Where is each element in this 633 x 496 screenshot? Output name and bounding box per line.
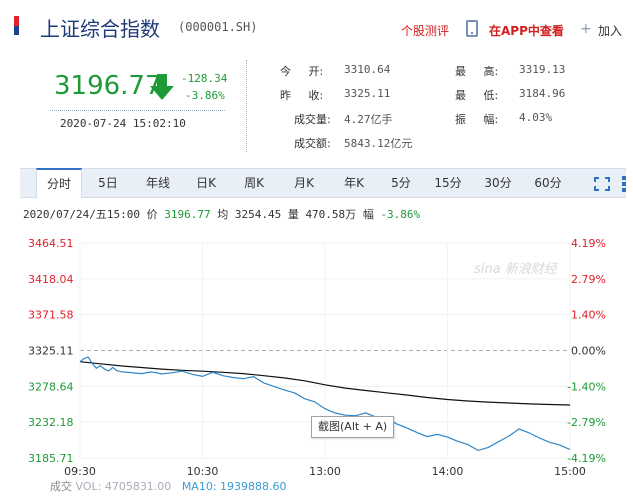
tab-5-day[interactable]: 5日: [98, 176, 118, 190]
info-vol-value: 470.58万: [305, 208, 357, 221]
stat-volume-value: 4.27亿手: [344, 113, 393, 126]
down-arrow-icon: [150, 74, 174, 100]
x-tick-label: 15:00: [554, 465, 586, 478]
y-tick-right: 4.19%: [571, 237, 606, 250]
y-tick-right: -4.19%: [567, 452, 606, 465]
stat-amplitude-label: 振 幅:: [455, 113, 499, 126]
stat-low-label: 最 低:: [455, 89, 499, 102]
y-tick-right: 2.79%: [571, 273, 606, 286]
info-amp-value: -3.86%: [380, 208, 421, 221]
stat-turnover-label: 成交额:: [294, 137, 331, 150]
change-amount: -128.34: [181, 72, 228, 85]
x-tick-label: 13:00: [309, 465, 341, 478]
y-tick-right: 1.40%: [571, 309, 606, 322]
stat-prev-close-value: 3325.11: [344, 87, 391, 100]
x-tick-label: 14:00: [432, 465, 464, 478]
index-name: 上证综合指数: [40, 17, 160, 41]
tab-intraday[interactable]: 分时: [36, 168, 82, 198]
tab-60-min[interactable]: 60分: [534, 176, 562, 190]
title-bar: 上证综合指数 (000001.SH) 个股测评 在APP中查看 + 加入: [0, 0, 633, 54]
y-axis-right: 4.19% 2.79% 1.40% 0.00% -1.40% -2.79% -4.19%: [567, 237, 606, 465]
tab-5-min[interactable]: 5分: [391, 176, 411, 190]
price-divider: [50, 110, 225, 111]
y-tick-left: 3278.64: [28, 380, 74, 393]
y-tick-left: 3325.11: [28, 345, 74, 358]
series-price-line: [79, 356, 571, 452]
stat-low: 最 低: 3184.96: [455, 87, 595, 103]
y-tick-right: 0.00%: [571, 345, 606, 358]
more-options-icon[interactable]: [620, 175, 628, 193]
info-price-value: 3196.77: [164, 208, 211, 221]
info-vol-label: 量: [287, 208, 299, 221]
tab-15-min[interactable]: 15分: [434, 176, 462, 190]
quote-divider: [246, 60, 247, 152]
index-code: (000001.SH): [178, 20, 258, 34]
volume-info: 成交 VOL: 4705831.00 MA10: 1939888.60: [50, 478, 287, 494]
phone-icon[interactable]: [466, 20, 478, 37]
sina-watermark: sina 新浪财经: [474, 261, 559, 277]
y-tick-left: 3232.18: [28, 416, 74, 429]
y-axis-left: 3464.51 3418.04 3371.58 3325.11 3278.64 3232.…: [28, 237, 74, 465]
x-tick-label: 10:30: [187, 465, 219, 478]
tab-daily-k[interactable]: 日K: [196, 176, 216, 190]
x-tick-label: 09:30: [64, 465, 96, 478]
fullscreen-icon[interactable]: [594, 177, 610, 191]
stat-volume-label: 成交量:: [294, 113, 331, 126]
add-to-watchlist-button[interactable]: 加入: [598, 24, 623, 38]
current-price: 3196.77: [54, 71, 162, 101]
stat-amplitude: 振 幅: 4.03%: [455, 111, 595, 127]
y-tick-right: -1.40%: [567, 380, 606, 393]
stat-prev-close-label: 昨 收:: [280, 89, 324, 102]
period-tabs: 分时 5日 年线 日K 周K 月K 年K 5分 15分 30分 60分: [20, 168, 626, 198]
x-axis: 09:30 10:30 13:00 14:00 15:00: [64, 465, 586, 478]
view-in-app-link[interactable]: 在APP中查看: [489, 24, 564, 38]
tab-year-line[interactable]: 年线: [145, 176, 170, 190]
plus-icon[interactable]: +: [580, 21, 592, 37]
stat-open: 今 开: 3310.64: [280, 63, 410, 79]
brand-mark-icon: [14, 16, 19, 35]
info-avg-value: 3254.45: [234, 208, 282, 221]
stat-low-value: 3184.96: [519, 87, 566, 100]
tab-weekly-k[interactable]: 周K: [244, 176, 264, 190]
stat-turnover-value: 5843.12亿元: [344, 137, 413, 150]
stat-high-value: 3319.13: [519, 63, 566, 76]
vol-value: VOL: 4705831.00: [75, 480, 172, 493]
tab-30-min[interactable]: 30分: [484, 176, 512, 190]
info-avg-label: 均: [217, 208, 229, 221]
tab-yearly-k[interactable]: 年K: [344, 176, 364, 190]
stat-open-label: 今 开:: [280, 65, 324, 78]
stat-high: 最 高: 3319.13: [455, 63, 595, 79]
stat-turnover: 成交额: 5843.12亿元: [280, 135, 440, 151]
y-tick-left: 3371.58: [28, 309, 74, 322]
y-tick-left: 3464.51: [28, 237, 74, 250]
intraday-chart[interactable]: sina 新浪财经 3464.51 3418.04 3371.58 3325.11 32…: [0, 226, 633, 496]
volume-label: 成交: [50, 480, 72, 493]
stat-high-label: 最 高:: [455, 65, 499, 78]
y-tick-left: 3185.71: [28, 452, 74, 465]
stat-volume: 成交量: 4.27亿手: [280, 111, 420, 127]
info-amp-label: 幅: [362, 208, 374, 221]
crosshair-info: 2020/07/24/五15:00 价 3196.77 均 3254.45 量 …: [23, 206, 420, 222]
stock-review-link[interactable]: 个股测评: [401, 24, 450, 38]
change-percent: -3.86%: [185, 89, 225, 102]
info-price-label: 价: [146, 208, 158, 221]
tab-monthly-k[interactable]: 月K: [294, 176, 314, 190]
stat-amplitude-value: 4.03%: [519, 111, 553, 124]
series-average-line: [79, 361, 571, 406]
quote-timestamp: 2020-07-24 15:02:10: [60, 117, 186, 130]
y-tick-left: 3418.04: [28, 273, 74, 286]
stat-open-value: 3310.64: [344, 63, 391, 76]
ma10-value: MA10: 1939888.60: [181, 480, 287, 493]
stat-prev-close: 昨 收: 3325.11: [280, 87, 410, 103]
screenshot-tooltip: 截图(Alt + A): [311, 416, 395, 438]
info-date: 2020/07/24/五15:00: [23, 208, 140, 221]
y-tick-right: -2.79%: [567, 416, 606, 429]
